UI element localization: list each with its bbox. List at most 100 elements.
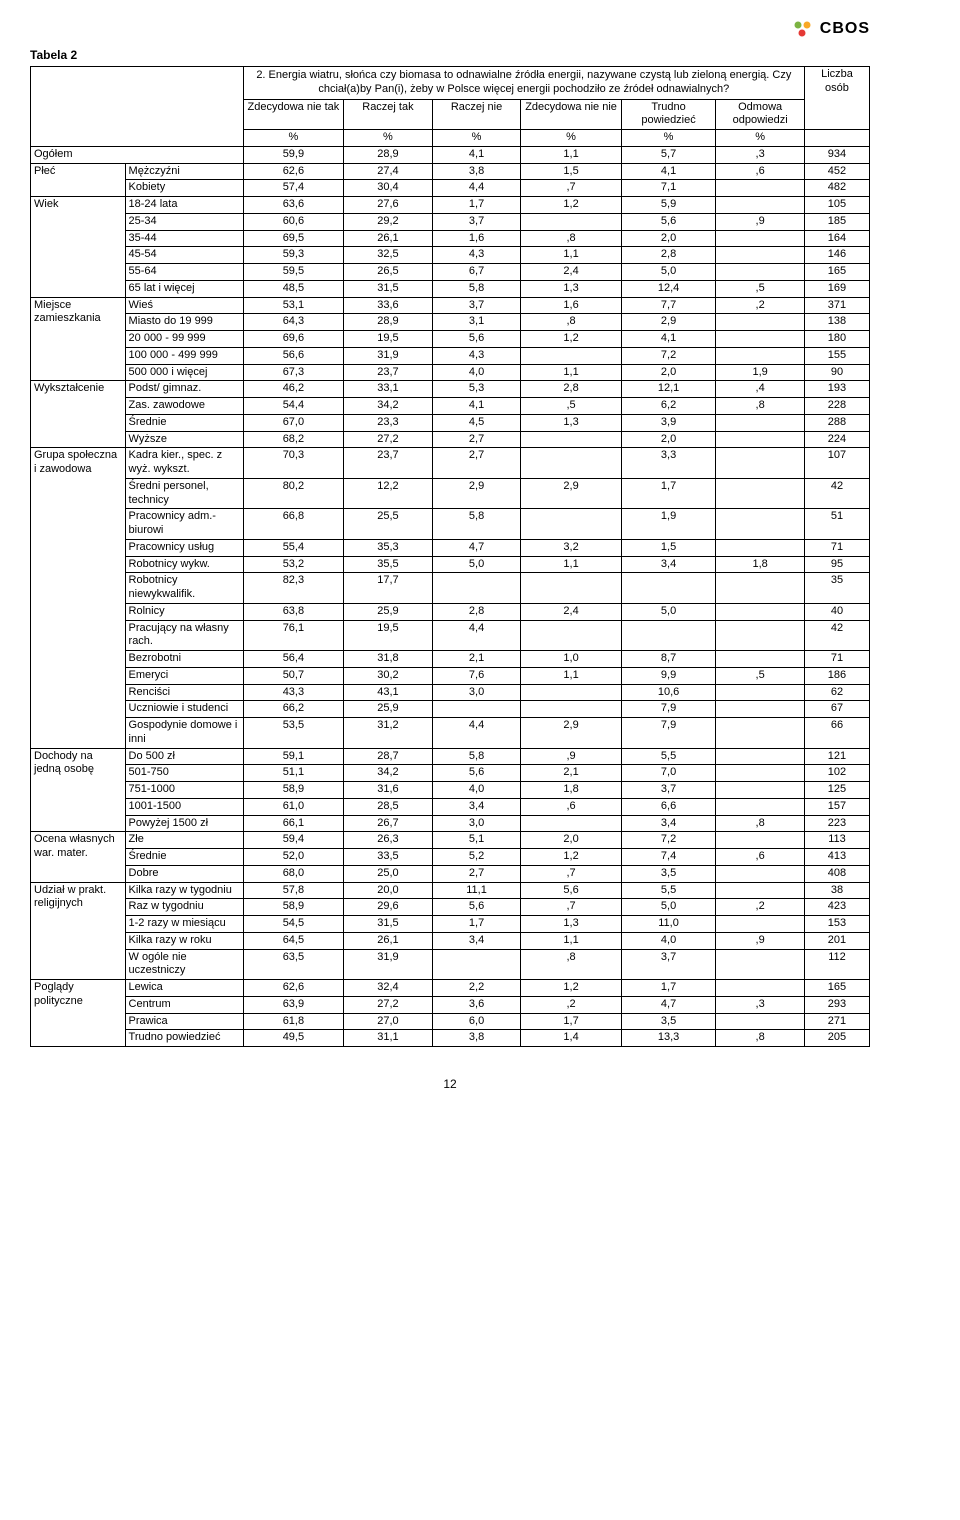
value-cell: 42 (804, 478, 869, 509)
value-cell: ,5 (716, 280, 805, 297)
value-cell: 62 (804, 684, 869, 701)
value-cell: 82,3 (243, 573, 343, 604)
value-cell: 1,7 (432, 197, 521, 214)
value-cell: 408 (804, 865, 869, 882)
value-cell: 3,6 (432, 996, 521, 1013)
value-cell (716, 718, 805, 749)
value-cell: 2,7 (432, 865, 521, 882)
value-cell: 2,0 (621, 364, 716, 381)
value-cell (521, 431, 621, 448)
value-cell: 27,2 (344, 431, 433, 448)
value-cell: 2,8 (621, 247, 716, 264)
value-cell (521, 620, 621, 651)
value-cell: 53,2 (243, 556, 343, 573)
value-cell: 125 (804, 782, 869, 799)
value-cell: 57,4 (243, 180, 343, 197)
table-row: 65 lat i więcej48,531,55,81,312,4,5169 (31, 280, 870, 297)
value-cell: 1,0 (521, 651, 621, 668)
value-cell: 1,7 (621, 980, 716, 997)
value-cell: 34,2 (344, 398, 433, 415)
value-cell: 69,5 (243, 230, 343, 247)
value-cell: ,8 (521, 314, 621, 331)
group-label: Ogółem (31, 146, 244, 163)
value-cell: 50,7 (243, 667, 343, 684)
value-cell: 3,0 (432, 684, 521, 701)
value-cell: 3,7 (432, 213, 521, 230)
value-cell: 29,2 (344, 213, 433, 230)
value-cell: 2,1 (432, 651, 521, 668)
value-cell: 1,7 (432, 916, 521, 933)
value-cell: 28,9 (344, 146, 433, 163)
value-cell: 26,5 (344, 264, 433, 281)
value-cell: 53,5 (243, 718, 343, 749)
row-label: Podst/ gimnaz. (125, 381, 243, 398)
value-cell: 1,4 (521, 1030, 621, 1047)
table-row: Renciści43,343,13,010,662 (31, 684, 870, 701)
table-row: Robotnicy niewykwalifik.82,317,735 (31, 573, 870, 604)
value-cell: 53,1 (243, 297, 343, 314)
value-cell: 63,5 (243, 949, 343, 980)
row-label: 1001-1500 (125, 798, 243, 815)
table-row: PłećMężczyźni62,627,43,81,54,1,6452 (31, 163, 870, 180)
value-cell: 1,3 (521, 280, 621, 297)
row-label: W ogóle nie uczestniczy (125, 949, 243, 980)
value-cell: 64,5 (243, 932, 343, 949)
value-cell: 2,7 (432, 448, 521, 479)
value-cell (716, 684, 805, 701)
value-cell: 17,7 (344, 573, 433, 604)
value-cell: 4,4 (432, 620, 521, 651)
value-cell: 1,9 (621, 509, 716, 540)
value-cell (716, 197, 805, 214)
value-cell: 35,5 (344, 556, 433, 573)
value-cell (716, 832, 805, 849)
value-cell (716, 651, 805, 668)
table-row: W ogóle nie uczestniczy63,531,9,83,7112 (31, 949, 870, 980)
value-cell: 31,8 (344, 651, 433, 668)
value-cell: 6,0 (432, 1013, 521, 1030)
value-cell: 3,0 (432, 815, 521, 832)
value-cell: 69,6 (243, 331, 343, 348)
value-cell: 12,4 (621, 280, 716, 297)
value-cell: 7,2 (621, 832, 716, 849)
row-label: Złe (125, 832, 243, 849)
value-cell: 51,1 (243, 765, 343, 782)
value-cell: 4,4 (432, 718, 521, 749)
value-cell: 27,0 (344, 1013, 433, 1030)
pct-6: % (716, 130, 805, 147)
value-cell: 293 (804, 996, 869, 1013)
value-cell: 56,6 (243, 347, 343, 364)
table-row: Centrum63,927,23,6,24,7,3293 (31, 996, 870, 1013)
value-cell: 46,2 (243, 381, 343, 398)
value-cell (521, 448, 621, 479)
value-cell (716, 949, 805, 980)
value-cell: 31,1 (344, 1030, 433, 1047)
value-cell: 7,4 (621, 849, 716, 866)
group-label: Grupa społeczna i zawodowa (31, 448, 126, 748)
value-cell: 165 (804, 980, 869, 997)
value-cell: 4,1 (621, 331, 716, 348)
value-cell: 33,5 (344, 849, 433, 866)
value-cell: 23,7 (344, 448, 433, 479)
value-cell: 63,8 (243, 603, 343, 620)
value-cell (621, 573, 716, 604)
value-cell: 1,2 (521, 849, 621, 866)
value-cell: ,8 (521, 949, 621, 980)
row-label: Prawica (125, 1013, 243, 1030)
table-row: Zas. zawodowe54,434,24,1,56,2,8228 (31, 398, 870, 415)
value-cell: 1,6 (521, 297, 621, 314)
value-cell (716, 782, 805, 799)
value-cell: 1,2 (521, 331, 621, 348)
value-cell: 11,0 (621, 916, 716, 933)
col-raczej-nie: Raczej nie (432, 99, 521, 130)
value-cell: 3,2 (521, 539, 621, 556)
value-cell: 28,7 (344, 748, 433, 765)
value-cell: 71 (804, 539, 869, 556)
value-cell: 19,5 (344, 620, 433, 651)
row-label: Kilka razy w tygodniu (125, 882, 243, 899)
value-cell: 57,8 (243, 882, 343, 899)
value-cell: 32,5 (344, 247, 433, 264)
value-cell: ,7 (521, 865, 621, 882)
value-cell (432, 573, 521, 604)
table-row: Bezrobotni56,431,82,11,08,771 (31, 651, 870, 668)
table-row: Prawica61,827,06,01,73,5271 (31, 1013, 870, 1030)
